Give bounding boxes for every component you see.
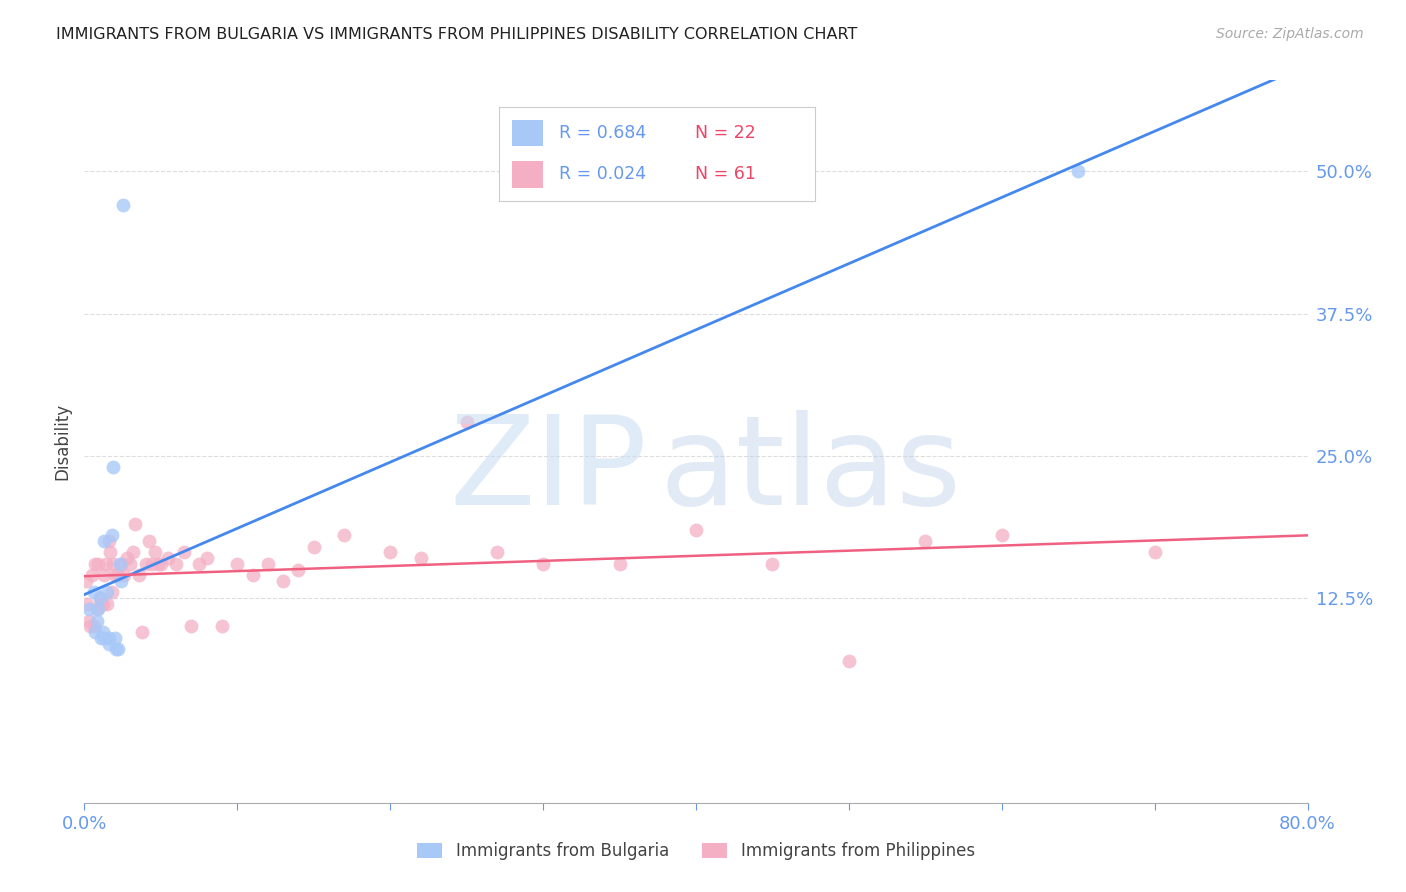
Point <box>141 557 163 571</box>
Point <box>97 636 120 650</box>
Bar <box>512 161 543 187</box>
Point <box>115 551 138 566</box>
Text: IMMIGRANTS FROM BULGARIA VS IMMIGRANTS FROM PHILIPPINES DISABILITY CORRELATION C: IMMIGRANTS FROM BULGARIA VS IMMIGRANTS F… <box>56 27 858 42</box>
Point <box>122 545 145 559</box>
Point <box>107 642 129 657</box>
Point <box>103 460 125 475</box>
Text: N = 61: N = 61 <box>695 166 756 184</box>
Point <box>96 585 118 599</box>
Point <box>486 545 509 559</box>
Point <box>84 625 107 640</box>
Text: atlas: atlas <box>659 410 962 531</box>
Point <box>93 568 115 582</box>
Point <box>83 619 105 633</box>
Point <box>89 591 111 605</box>
Point <box>103 557 125 571</box>
Point <box>97 631 120 645</box>
Point <box>1143 545 1166 559</box>
Point <box>157 551 180 566</box>
Point <box>838 654 860 668</box>
Point <box>242 568 264 582</box>
Point <box>75 574 97 588</box>
Point <box>456 415 478 429</box>
Point <box>77 602 100 616</box>
Point <box>138 534 160 549</box>
Point <box>91 625 114 640</box>
Point <box>104 631 127 645</box>
Point <box>101 528 124 542</box>
Point <box>914 534 936 549</box>
Point <box>380 545 402 559</box>
Text: ZIP: ZIP <box>449 410 647 531</box>
Point <box>84 557 107 571</box>
Point <box>112 568 135 582</box>
Point <box>77 614 100 628</box>
Text: Source: ZipAtlas.com: Source: ZipAtlas.com <box>1216 27 1364 41</box>
Point <box>93 534 115 549</box>
Point <box>86 614 108 628</box>
Point <box>97 534 120 549</box>
Point <box>761 557 783 571</box>
Point <box>91 597 114 611</box>
Point <box>90 631 112 645</box>
Bar <box>512 120 543 146</box>
Point <box>110 557 132 571</box>
Point <box>333 528 356 542</box>
Point <box>195 551 218 566</box>
Point <box>76 597 98 611</box>
Point <box>180 619 202 633</box>
Point <box>90 597 112 611</box>
Point <box>120 557 142 571</box>
Point <box>105 642 128 657</box>
Point <box>87 602 110 616</box>
Point <box>111 198 134 212</box>
Point <box>101 585 124 599</box>
Legend: Immigrants from Bulgaria, Immigrants from Philippines: Immigrants from Bulgaria, Immigrants fro… <box>411 836 981 867</box>
Point <box>83 585 105 599</box>
Point <box>257 557 280 571</box>
Point <box>685 523 707 537</box>
Point <box>409 551 432 566</box>
Point <box>188 557 211 571</box>
Point <box>108 557 131 571</box>
Point <box>107 568 129 582</box>
Point <box>991 528 1014 542</box>
Text: R = 0.684: R = 0.684 <box>560 124 647 142</box>
Point <box>128 568 150 582</box>
Point <box>143 545 166 559</box>
Point <box>104 568 127 582</box>
Point <box>271 574 294 588</box>
Point <box>98 545 121 559</box>
Point <box>211 619 233 633</box>
Point <box>124 516 146 531</box>
Y-axis label: Disability: Disability <box>53 403 72 480</box>
Point <box>94 557 117 571</box>
Point <box>79 619 101 633</box>
Text: N = 22: N = 22 <box>695 124 756 142</box>
Point <box>131 625 153 640</box>
Point <box>146 557 169 571</box>
Point <box>96 597 118 611</box>
Point <box>226 557 249 571</box>
Point <box>86 602 108 616</box>
Text: R = 0.024: R = 0.024 <box>560 166 647 184</box>
Point <box>165 557 187 571</box>
Point <box>80 568 103 582</box>
Point <box>93 631 115 645</box>
Point <box>89 591 111 605</box>
Point <box>609 557 631 571</box>
Point <box>287 563 309 577</box>
Point <box>1067 164 1090 178</box>
Point <box>302 540 325 554</box>
Point <box>531 557 554 571</box>
Point <box>135 557 157 571</box>
Point <box>87 557 110 571</box>
Point <box>173 545 195 559</box>
Point <box>110 574 132 588</box>
Point <box>149 557 172 571</box>
